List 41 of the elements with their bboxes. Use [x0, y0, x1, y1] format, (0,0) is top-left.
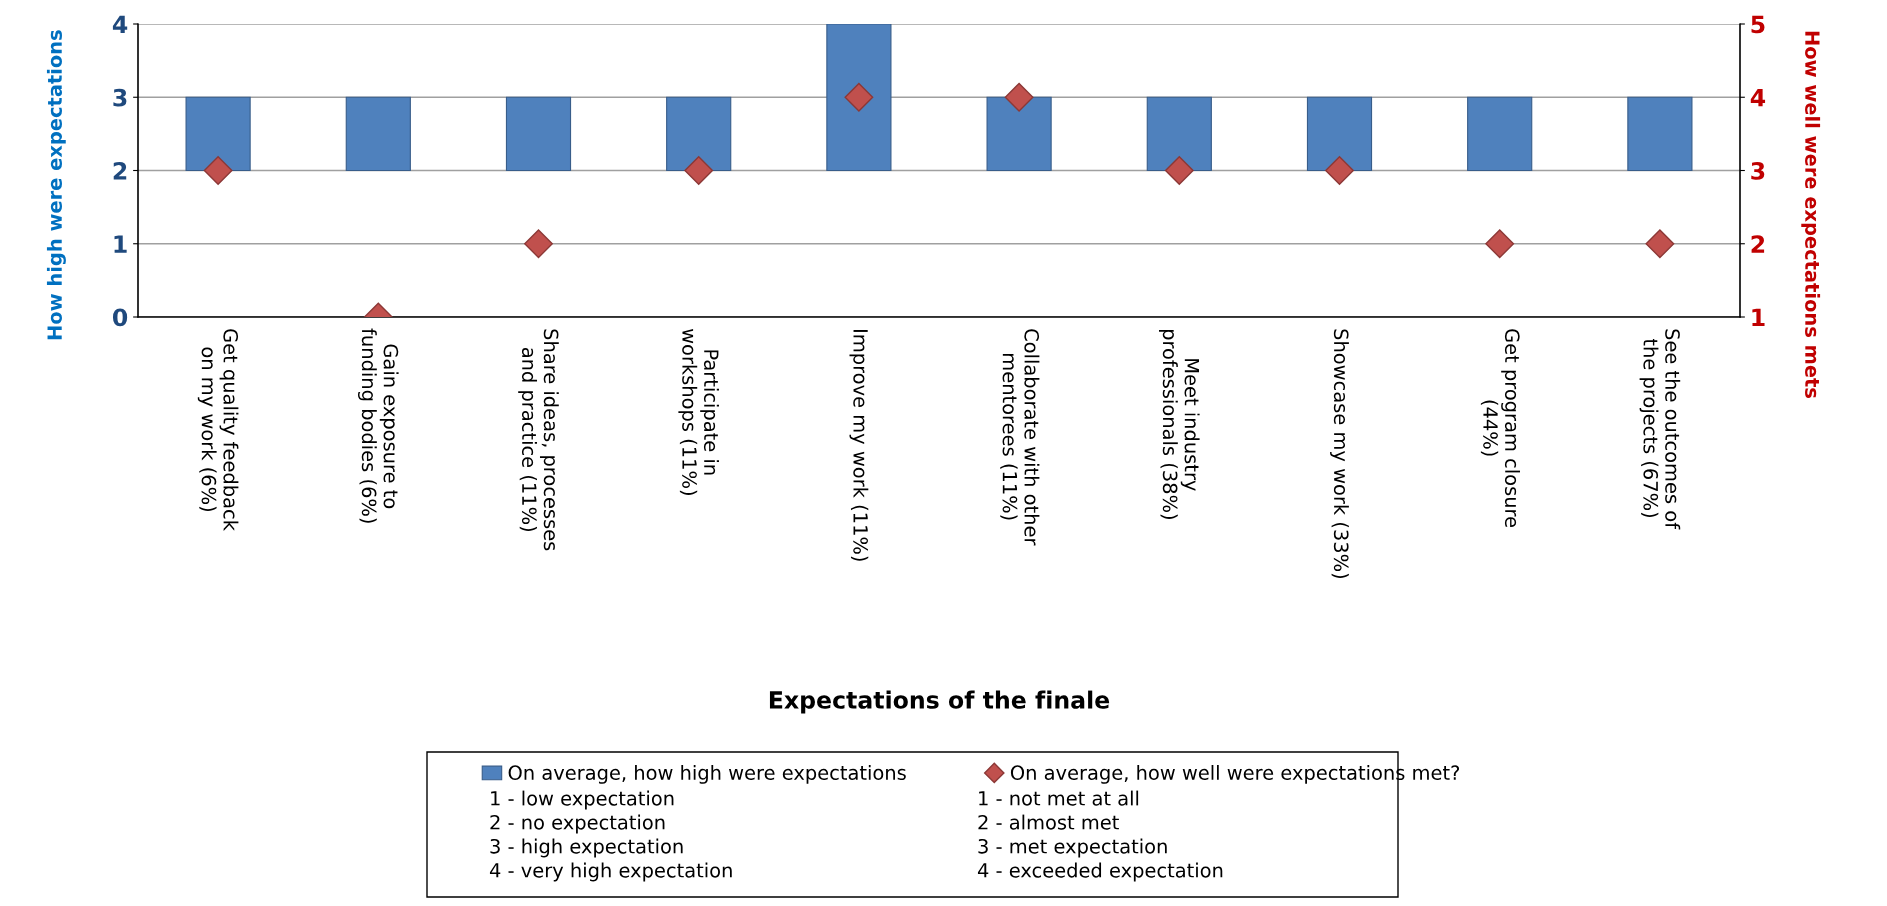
legend-label: On average, how high were expectations [508, 764, 906, 784]
text: 1 - low expectation [491, 790, 674, 810]
x-tick-label: Gain exposure to funding bodies (6%) [358, 328, 399, 523]
point [684, 156, 714, 185]
x-tick-label: Improve my work (11%) [849, 330, 869, 561]
x-tick-label: Get quality feedback on my work (6%) [197, 329, 239, 531]
point [1485, 229, 1515, 259]
y-tick-label: 2 [113, 161, 127, 180]
y-tick-label: 4 [112, 15, 128, 33]
point [1004, 82, 1034, 112]
y2-tick-label: 3 [1751, 161, 1765, 180]
x-tick-label: Collaborate with other mentorees (11%) [1000, 329, 1040, 546]
point [203, 156, 233, 185]
point [524, 229, 553, 259]
text: 4 - very high expectation [489, 862, 732, 882]
x-tick-label: Get program closure (44%) [1480, 329, 1520, 528]
y2-tick-label: 4 [1750, 89, 1766, 107]
y2-tick-label: 5 [1751, 15, 1765, 34]
x-axis-title: Expectations of the finale [769, 690, 1110, 714]
text: 3 - met expectation [978, 838, 1167, 858]
y2-tick-label: 2 [1751, 235, 1765, 253]
text: 1 - not met at all [979, 790, 1139, 806]
point [844, 82, 874, 112]
point [1325, 156, 1354, 185]
y-tick-label: 0 [112, 308, 128, 327]
text: 2 - almost met [978, 814, 1119, 830]
text: 3 - high expectation [490, 838, 683, 858]
y2-axis-title: How well were expectations mets [1801, 31, 1821, 398]
y-axis-title: How high were expectations [46, 30, 66, 340]
text: 4 - exceeded expectation [977, 862, 1223, 882]
x-tick-label: Showcase my work (33%) [1330, 329, 1349, 579]
y2-tick-label: 1 [1752, 308, 1765, 326]
x-tick-label: See the outcomes of the projects (67%) [1639, 329, 1681, 530]
y-tick-label: 3 [113, 88, 127, 107]
x-tick-label: Meet industry professionals (38%) [1159, 329, 1200, 519]
y-tick-label: 1 [114, 235, 127, 253]
x-tick-label: Share ideas, processes and practice (11%) [518, 329, 559, 551]
text: 2 - no expectation [490, 814, 665, 834]
x-tick-label: Participate in workshops (11%) [678, 328, 719, 495]
point [1164, 156, 1194, 185]
point [1645, 229, 1675, 259]
